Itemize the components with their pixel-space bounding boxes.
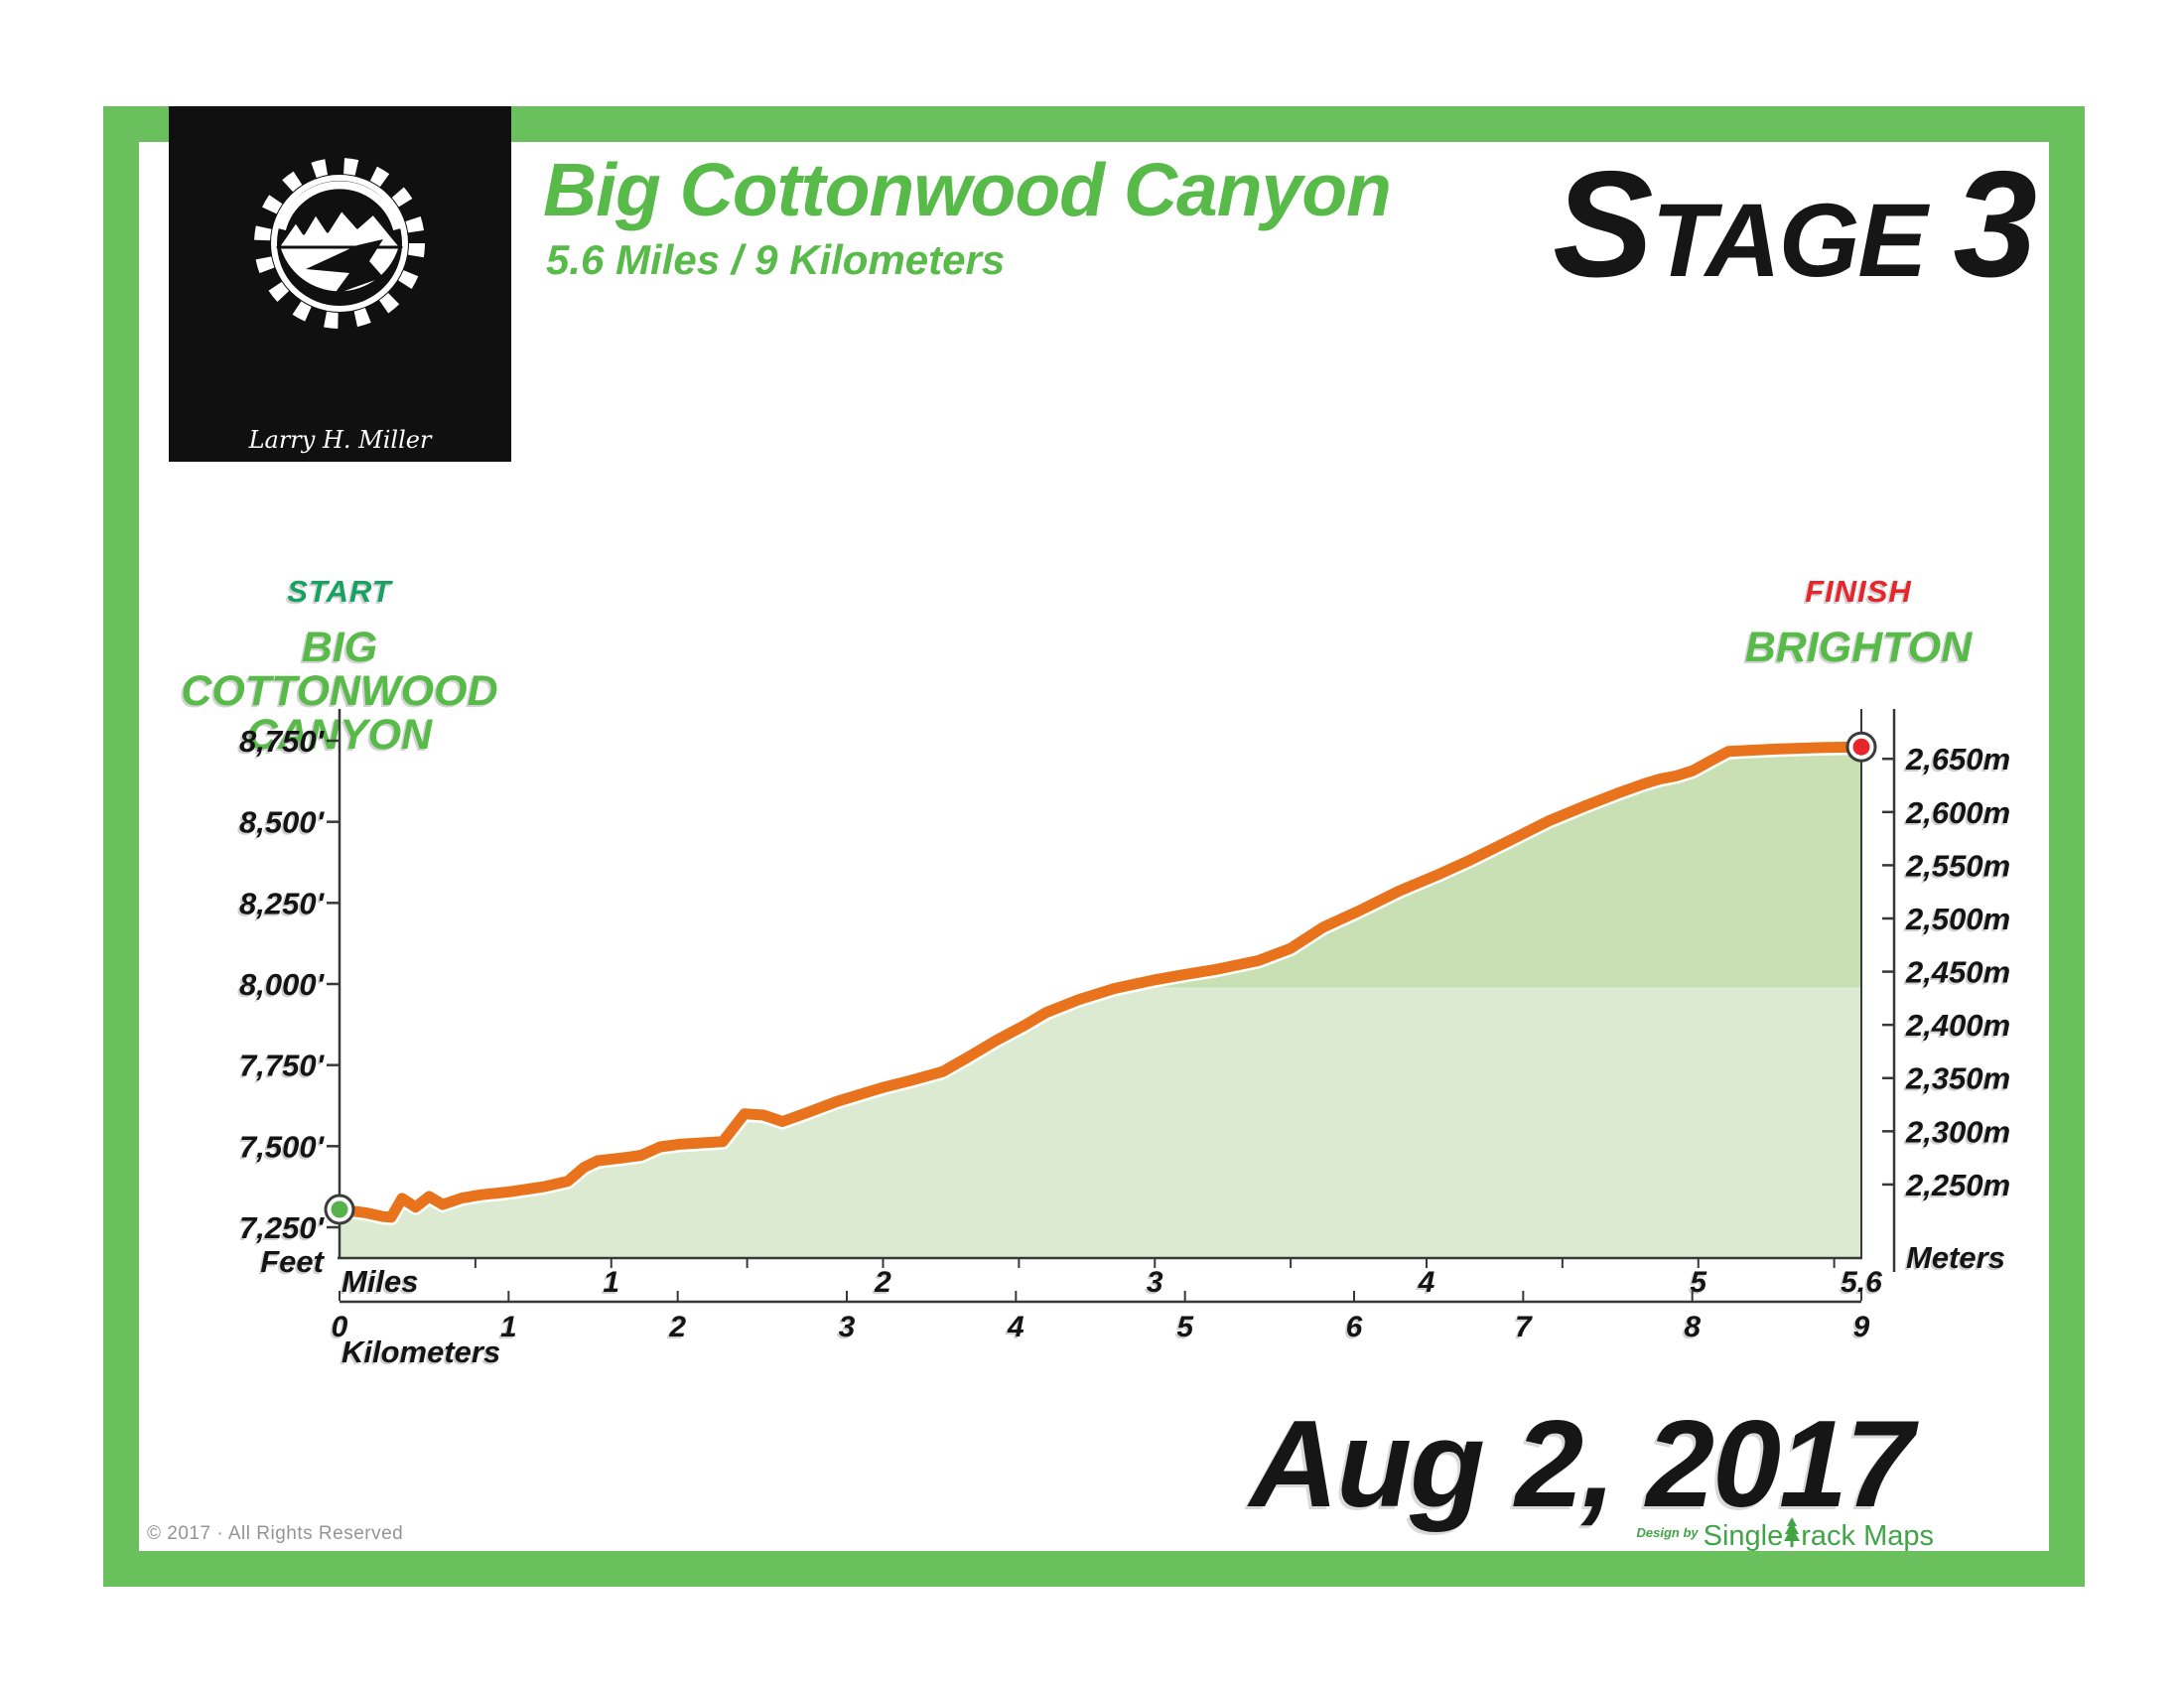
green-frame [103,106,2085,1587]
logo-tour-of: TOUR OF [252,472,428,499]
profile-line [334,741,1867,1223]
km-tick-label: 1 [500,1311,517,1343]
feet-tick-label: 7,500' [239,1129,326,1164]
page-title: Big Cottonwood Canyon [543,148,1392,231]
design-by-label: Design by [1636,1525,1699,1540]
meters-tick-label: 2,600m [1905,795,2010,830]
stage-rest: TAGE [1651,183,1928,299]
km-tick-label: 9 [1853,1311,1870,1343]
larry-miller-signature: Larry H. Miller [248,426,432,454]
meters-tick-label: 2,500m [1905,902,2010,936]
mile-tick-label: 5 [1690,1266,1707,1299]
feet-tick-label: 8,250' [239,886,326,920]
stage-date: Aug 2, 2017 [1249,1396,1914,1533]
stage-initial: S [1553,140,1653,309]
start-marker [331,1200,348,1218]
finish-location: BRIGHTON [1744,624,1973,671]
feet-unit-label: Feet [260,1244,325,1279]
finish-block: FINISH BRIGHTON [1668,574,2049,669]
km-tick-label: 7 [1515,1311,1533,1343]
finish-label: FINISH [1805,574,1912,609]
km-tick-label: 0 [332,1311,348,1343]
km-tick-label: 4 [1007,1311,1024,1343]
stage-heading: STAGE 3 [1553,149,2037,317]
design-credit: Design by Single rack Maps [1636,1517,1934,1553]
mile-tick-label: 1 [603,1266,619,1299]
feet-tick-label: 8,750' [239,724,326,759]
meters-tick-label: 2,300m [1905,1114,2010,1149]
finish-marker [1852,738,1870,756]
meters-tick-label: 2,250m [1905,1168,2010,1202]
meters-tick-label: 2,350m [1905,1061,2010,1096]
km-tick-label: 6 [1346,1311,1363,1343]
meters-tick-label: 2,550m [1905,848,2010,883]
singletrack-name-pre: Single [1703,1520,1784,1552]
singletrack-name-post: rack Maps [1801,1520,1934,1552]
mile-tick-label: 3 [1147,1266,1163,1299]
feet-tick-label: 8,000' [239,967,326,1002]
stage-number: 3 [1953,140,2037,309]
meters-tick-label: 2,650m [1905,742,2010,776]
start-location-line1: BIG COTTONWOOD [181,624,498,715]
logo-utah: UTAH [244,495,436,548]
feet-tick-label: 7,250' [239,1210,326,1245]
feet-tick-label: 8,500' [239,805,326,840]
mile-tick-label: 2 [874,1266,891,1299]
start-label: START [287,574,392,609]
km-tick-label: 3 [839,1311,856,1343]
page-subtitle: 5.6 Miles / 9 Kilometers [546,236,1006,283]
meters-unit-label: Meters [1906,1240,2005,1275]
pine-tree-icon [1784,1517,1801,1547]
copyright-text: © 2017 · All Rights Reserved [147,1523,404,1544]
meters-tick-label: 2,450m [1905,955,2010,990]
km-tick-label: 2 [668,1311,686,1343]
chainring-mountain-icon [254,158,425,329]
area-fill-upper [1158,755,1861,988]
km-tick-label: 5 [1176,1311,1194,1343]
km-tick-label: 8 [1684,1311,1701,1343]
miles-unit-label: Miles [341,1264,419,1299]
meters-tick-label: 2,400m [1905,1008,2010,1043]
kilometers-unit-label: Kilometers [341,1335,500,1369]
mile-tick-label: 4 [1418,1266,1435,1299]
tour-of-utah-logo: Larry H. Miller TOUR OF UTAH [169,106,511,547]
feet-tick-label: 7,750' [239,1049,326,1083]
